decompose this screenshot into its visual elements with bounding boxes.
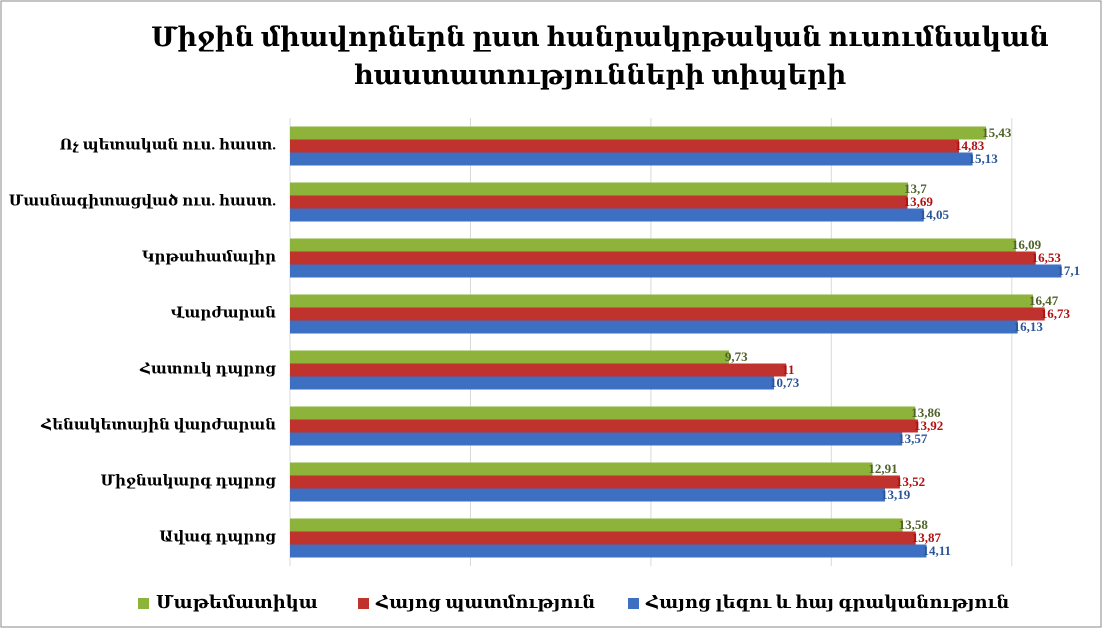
data-label: 15,43 [982, 125, 1012, 140]
bar [290, 307, 1045, 321]
data-label: 13,92 [914, 418, 943, 433]
chart-title: Միջին միավորներն ըստ հանրակրթական ուսում… [151, 22, 1049, 52]
legend-swatch [138, 598, 149, 609]
bar [290, 475, 900, 489]
y-tick-label: Հենակետային վարժարան [40, 417, 276, 433]
bar [290, 518, 903, 532]
y-tick-label: Վարժարան [171, 305, 276, 321]
bar [290, 126, 987, 140]
legend-label: Հայոց պատմություն [375, 592, 595, 612]
data-label: 16,47 [1029, 293, 1059, 308]
legend-swatch [358, 598, 369, 609]
data-label: 16,09 [1012, 237, 1042, 252]
bar [290, 350, 729, 364]
bar [290, 251, 1036, 265]
bar [290, 432, 903, 446]
bar [290, 208, 924, 222]
data-label: 16,73 [1041, 306, 1071, 321]
legend-swatch [628, 598, 639, 609]
y-tick-label: Մասնագիտացված ուս. հաստ. [9, 192, 277, 209]
y-tick-label: Ավագ դպրոց [159, 529, 276, 545]
legend-label: Մաթեմատիկա [156, 592, 318, 612]
data-label: 14,83 [955, 138, 985, 153]
data-label: 14,11 [923, 543, 952, 558]
data-label: 16,13 [1014, 319, 1044, 334]
data-label: 9,73 [725, 349, 748, 364]
data-label: 13,86 [911, 405, 941, 420]
data-label: 14,05 [920, 207, 950, 222]
data-label: 13,58 [899, 517, 929, 532]
bar [290, 294, 1033, 308]
data-label: 13,52 [896, 474, 925, 489]
chart-title: հաստատությունների տիպերի [354, 60, 847, 90]
data-label: 16,53 [1032, 250, 1062, 265]
data-label: 13,57 [898, 431, 928, 446]
data-label: 17,1 [1057, 263, 1080, 278]
bar [290, 531, 916, 545]
y-tick-label: Ոչ պետական ուս. հաստ. [59, 137, 276, 153]
y-tick-label: Կրթահամալիր [142, 249, 276, 265]
bar [290, 419, 918, 433]
data-label: 13,7 [904, 181, 927, 196]
data-label: 15,13 [969, 151, 999, 166]
data-label: 13,87 [912, 530, 942, 545]
bar [290, 376, 775, 390]
bar [290, 406, 916, 420]
bar [290, 238, 1016, 252]
bar [290, 544, 927, 558]
bar [290, 152, 973, 166]
bar [290, 264, 1062, 278]
bar [290, 320, 1018, 334]
bar [290, 182, 909, 196]
bar [290, 462, 873, 476]
bar [290, 139, 959, 153]
y-tick-label: Միջնակարգ դպրոց [100, 473, 276, 489]
bar [290, 363, 787, 377]
data-label: 10,73 [770, 375, 800, 390]
data-label: 13,69 [904, 194, 934, 209]
data-label: 13,19 [881, 487, 911, 502]
legend-label: Հայոց լեզու և հայ գրականություն [645, 592, 1009, 612]
bar [290, 488, 886, 502]
bar [290, 195, 908, 209]
data-label: 11 [782, 362, 794, 377]
data-label: 12,91 [868, 461, 897, 476]
y-tick-label: Հատուկ դպրոց [139, 361, 276, 377]
